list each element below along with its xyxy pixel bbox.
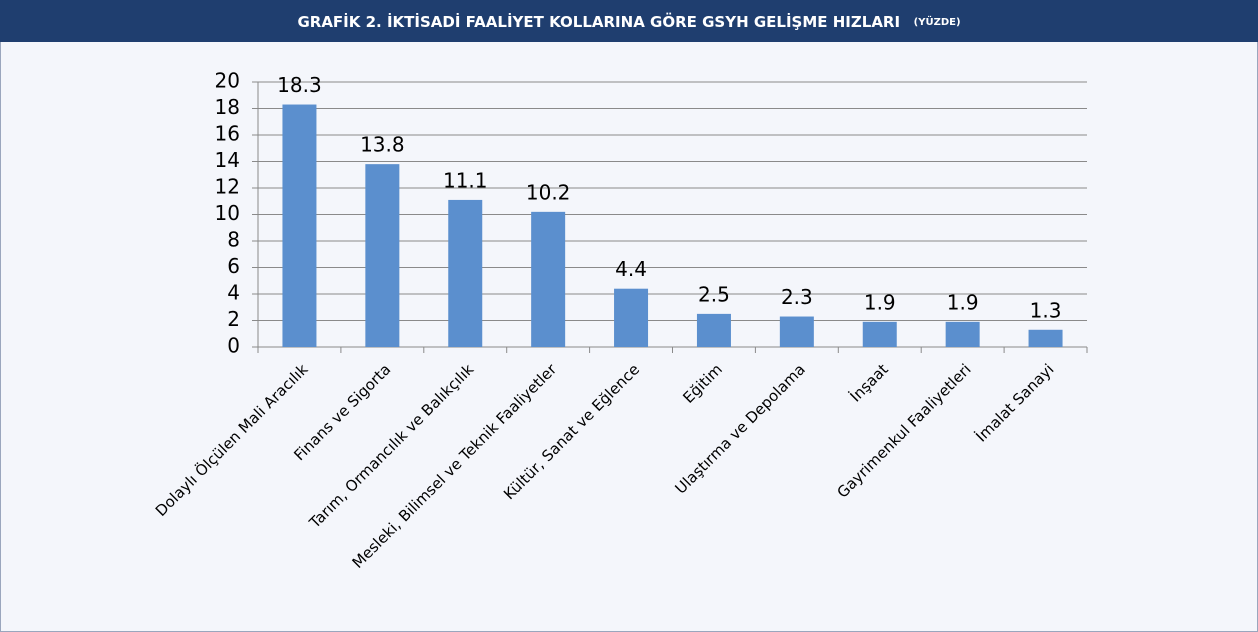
chart-title: GRAFİK 2. İKTİSADİ FAALİYET KOLLARINA GÖ… xyxy=(297,12,900,31)
bar xyxy=(945,321,980,347)
bar xyxy=(448,199,483,347)
chart-subtitle: (YÜZDE) xyxy=(914,14,961,28)
y-tick-label: 18 xyxy=(215,95,240,119)
value-label: 1.9 xyxy=(947,290,979,314)
header: GRAFİK 2. İKTİSADİ FAALİYET KOLLARINA GÖ… xyxy=(297,12,960,31)
header-bar xyxy=(0,0,1258,42)
y-tick-label: 14 xyxy=(215,148,240,172)
y-tick-label: 12 xyxy=(215,175,240,199)
value-label: 2.5 xyxy=(698,282,730,306)
bar xyxy=(1028,329,1063,347)
value-label: 18.3 xyxy=(277,73,322,97)
bar xyxy=(531,211,566,347)
y-tick-label: 10 xyxy=(215,201,240,225)
y-tick-label: 0 xyxy=(227,334,240,358)
y-tick-label: 2 xyxy=(227,307,240,331)
bar xyxy=(365,164,400,347)
y-tick-label: 8 xyxy=(227,228,240,252)
value-label: 1.9 xyxy=(864,290,896,314)
value-label: 11.1 xyxy=(443,168,488,192)
bar xyxy=(282,104,317,348)
value-label: 4.4 xyxy=(615,257,647,281)
bar xyxy=(862,321,897,347)
value-label: 10.2 xyxy=(526,180,571,204)
y-tick-label: 20 xyxy=(215,69,240,93)
y-tick-label: 4 xyxy=(227,281,240,305)
bar xyxy=(696,313,731,347)
value-label: 13.8 xyxy=(360,133,405,157)
bar xyxy=(779,316,814,347)
y-tick-label: 6 xyxy=(227,254,240,278)
value-label: 1.3 xyxy=(1030,298,1062,322)
value-label: 2.3 xyxy=(781,285,813,309)
y-tick-label: 16 xyxy=(215,122,240,146)
bar xyxy=(614,288,649,347)
